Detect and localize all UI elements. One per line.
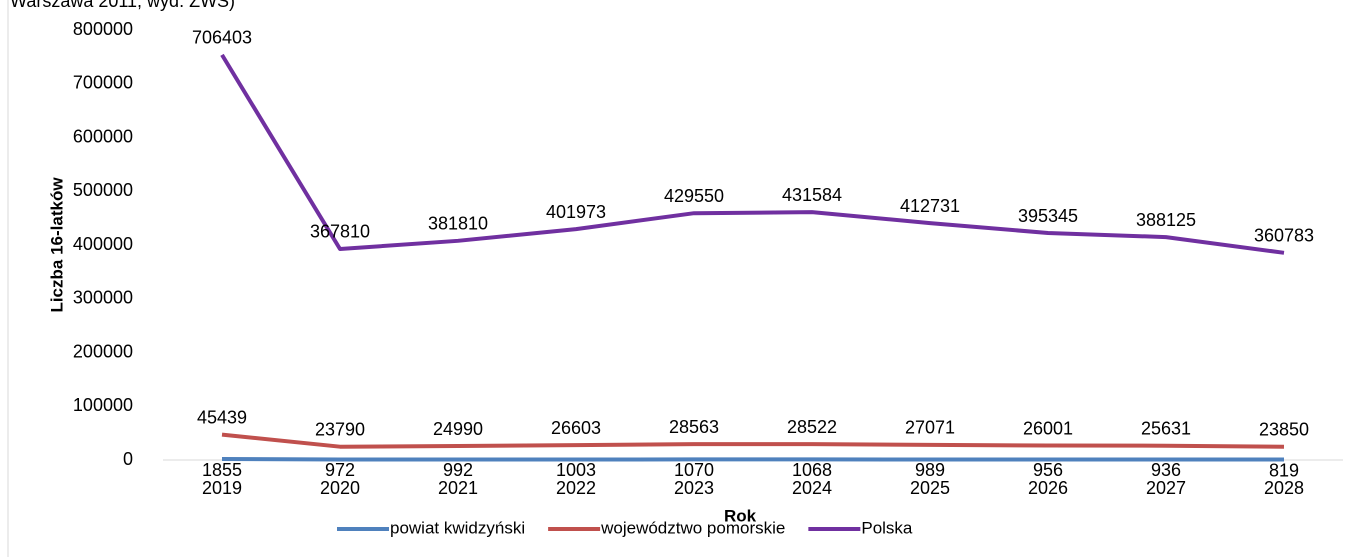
y-tick-label: 0 <box>123 449 133 469</box>
data-label: 429550 <box>664 186 724 206</box>
data-label: 1070 <box>674 460 714 480</box>
data-label: 23790 <box>315 419 365 439</box>
data-label: 381810 <box>428 214 488 234</box>
y-axis-title: Liczba 16-latków <box>47 177 66 313</box>
y-tick-label: 200000 <box>73 341 133 361</box>
y-tick-label: 600000 <box>73 126 133 146</box>
x-tick-label: 2019 <box>202 478 242 498</box>
x-tick-label: 2026 <box>1028 478 1068 498</box>
x-tick-label: 2022 <box>556 478 596 498</box>
x-tick-label: 2023 <box>674 478 714 498</box>
legend-label: Polska <box>861 518 913 537</box>
series-line <box>220 53 1285 255</box>
data-label: 25631 <box>1141 418 1191 438</box>
data-label: 367810 <box>310 222 370 242</box>
y-tick-label: 100000 <box>73 395 133 415</box>
data-label: 360783 <box>1254 226 1314 246</box>
data-label: 24990 <box>433 419 483 439</box>
data-label: 412731 <box>900 196 960 216</box>
y-tick-label: 800000 <box>73 19 133 39</box>
data-label: 956 <box>1033 460 1063 480</box>
y-tick-label: 300000 <box>73 288 133 308</box>
subtitle: Warszawa 2011, wyd. ZWS) <box>10 0 235 11</box>
data-label: 23850 <box>1259 419 1309 439</box>
chart-frame <box>7 0 9 557</box>
y-tick-label: 500000 <box>73 180 133 200</box>
data-label: 972 <box>325 460 355 480</box>
data-label: 1855 <box>202 460 242 480</box>
series-line <box>221 432 1285 449</box>
data-label: 45439 <box>197 407 247 427</box>
data-label: 388125 <box>1136 210 1196 230</box>
data-label: 28563 <box>669 417 719 437</box>
x-tick-label: 2028 <box>1264 478 1304 498</box>
y-tick-label: 700000 <box>73 73 133 93</box>
data-label: 936 <box>1151 460 1181 480</box>
data-label: 401973 <box>546 202 606 222</box>
x-tick-label: 2020 <box>320 478 360 498</box>
data-label: 28522 <box>787 417 837 437</box>
legend-label: województwo pomorskie <box>600 518 785 537</box>
data-label: 992 <box>443 460 473 480</box>
data-label: 395345 <box>1018 206 1078 226</box>
series-line <box>221 457 1285 462</box>
y-tick-label: 400000 <box>73 234 133 254</box>
x-tick-label: 2021 <box>438 478 478 498</box>
data-label: 1068 <box>792 460 832 480</box>
data-label: 431584 <box>782 185 842 205</box>
legend-label: powiat kwidzyński <box>390 518 525 537</box>
data-label: 819 <box>1269 460 1299 480</box>
x-tick-label: 2025 <box>910 478 950 498</box>
data-label: 706403 <box>192 28 252 48</box>
x-tick-label: 2027 <box>1146 478 1186 498</box>
data-label: 26001 <box>1023 418 1073 438</box>
x-tick-label: 2024 <box>792 478 832 498</box>
data-label: 26603 <box>551 418 601 438</box>
x-axis-title: Rok <box>724 506 757 525</box>
data-label: 989 <box>915 460 945 480</box>
data-label: 1003 <box>556 460 596 480</box>
data-label: 27071 <box>905 418 955 438</box>
